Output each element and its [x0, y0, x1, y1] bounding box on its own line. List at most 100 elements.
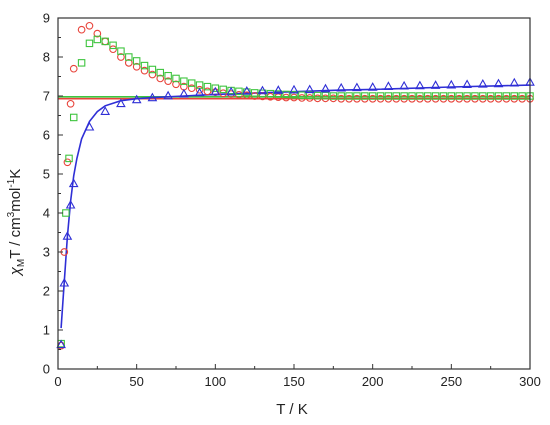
data-point-triangle [509, 77, 520, 87]
data-point-circle [203, 87, 212, 96]
data-point-triangle [320, 83, 331, 93]
data-point-triangle [147, 92, 158, 102]
data-point-triangle [289, 84, 299, 94]
data-point-circle [195, 85, 204, 94]
data-point-square [321, 91, 330, 100]
data-point-circle [156, 74, 165, 83]
data-point-square [368, 92, 377, 100]
data-point-square [486, 92, 495, 100]
data-point-triangle [84, 121, 95, 131]
data-point-square [447, 92, 456, 100]
data-point-circle [172, 80, 180, 89]
y-tick-label: 2 [43, 284, 50, 299]
data-point-triangle [399, 80, 409, 90]
data-point-circle [219, 89, 228, 98]
data-point-circle [109, 45, 117, 54]
y-tick-label: 5 [43, 167, 50, 182]
data-point-square [101, 37, 109, 46]
data-point-triangle [336, 82, 347, 92]
data-point-square [180, 77, 188, 85]
x-tick-label: 250 [440, 374, 462, 389]
data-point-square [282, 90, 290, 99]
y-tick-label: 7 [43, 89, 50, 104]
data-point-circle [85, 21, 94, 30]
data-point-circle [117, 53, 125, 61]
data-point-square [62, 209, 70, 217]
data-point-triangle [56, 339, 66, 349]
data-point-square [439, 92, 448, 100]
data-point-square [494, 92, 503, 100]
y-axis-title-sup1: 3 [6, 211, 17, 217]
data-point-square [392, 92, 401, 100]
data-point-triangle [241, 85, 252, 95]
data-point-triangle [65, 199, 76, 209]
y-tick-label: 3 [43, 245, 50, 260]
data-point-triangle [304, 84, 315, 94]
data-point-square [337, 92, 345, 100]
data-point-triangle [493, 78, 504, 88]
y-axis-title-sup2: -1 [6, 178, 17, 187]
data-point-square [69, 113, 78, 122]
data-point-circle [124, 58, 133, 67]
axis-ticks: 0 50 100 150 200 250 300 0 1 2 3 4 5 6 7 8 9 [43, 11, 541, 390]
data-point-square [211, 84, 220, 92]
y-axis-title-main: T / cm [7, 217, 24, 258]
data-point-square [455, 92, 463, 100]
data-point-circle [101, 37, 110, 46]
data-point-circle [63, 158, 72, 167]
plot-area [56, 21, 535, 350]
data-point-square [416, 92, 424, 100]
data-point-square [274, 90, 283, 98]
data-point-triangle [179, 88, 189, 98]
data-point-triangle [383, 81, 394, 90]
data-point-triangle [462, 79, 472, 89]
x-tick-label: 300 [519, 374, 541, 389]
x-tick-label: 200 [362, 374, 384, 389]
y-tick-label: 1 [43, 323, 50, 338]
data-point-triangle [367, 82, 378, 91]
data-point-square [148, 65, 157, 74]
data-point-square [109, 41, 117, 50]
data-point-square [156, 68, 165, 77]
data-point-square [93, 35, 102, 44]
data-point-triangle [430, 80, 441, 89]
y-axis-title: χMT / cm3mol-1K [6, 169, 27, 278]
data-point-circle [164, 77, 172, 86]
x-axis-title: T / K [276, 401, 307, 418]
data-point-triangle [68, 178, 79, 188]
data-point-square [117, 47, 125, 55]
data-point-square [187, 79, 196, 87]
data-point-square [329, 92, 338, 100]
data-point-triangle [100, 106, 111, 115]
data-point-circle [69, 64, 78, 73]
y-axis-title-chi-sub: M [16, 259, 27, 267]
data-point-triangle [352, 82, 362, 92]
data-point-circle [140, 66, 149, 75]
data-point-circle [148, 70, 157, 79]
x-tick-label: 150 [283, 374, 305, 389]
data-point-square [313, 91, 322, 100]
data-point-triangle [163, 90, 173, 100]
data-point-square [479, 92, 487, 100]
data-point-square [219, 85, 227, 94]
y-tick-label: 9 [43, 11, 50, 26]
data-point-square [345, 92, 353, 100]
data-point-square [85, 39, 94, 48]
data-point-triangle [257, 85, 268, 95]
data-point-square [431, 92, 440, 100]
x-tick-label: 100 [204, 374, 226, 389]
data-point-circle [93, 29, 102, 38]
data-point-square [384, 92, 393, 100]
data-point-circle [77, 25, 86, 34]
data-point-triangle [226, 86, 236, 96]
fit-line-5 [60, 84, 530, 329]
y-tick-label: 4 [43, 206, 50, 221]
data-point-square [353, 92, 361, 100]
y-axis-title-end: K [7, 169, 24, 179]
data-point-square [400, 92, 408, 100]
data-point-square [502, 92, 511, 100]
data-point-square [140, 61, 149, 70]
data-point-triangle [131, 94, 142, 104]
data-point-square [203, 82, 212, 91]
